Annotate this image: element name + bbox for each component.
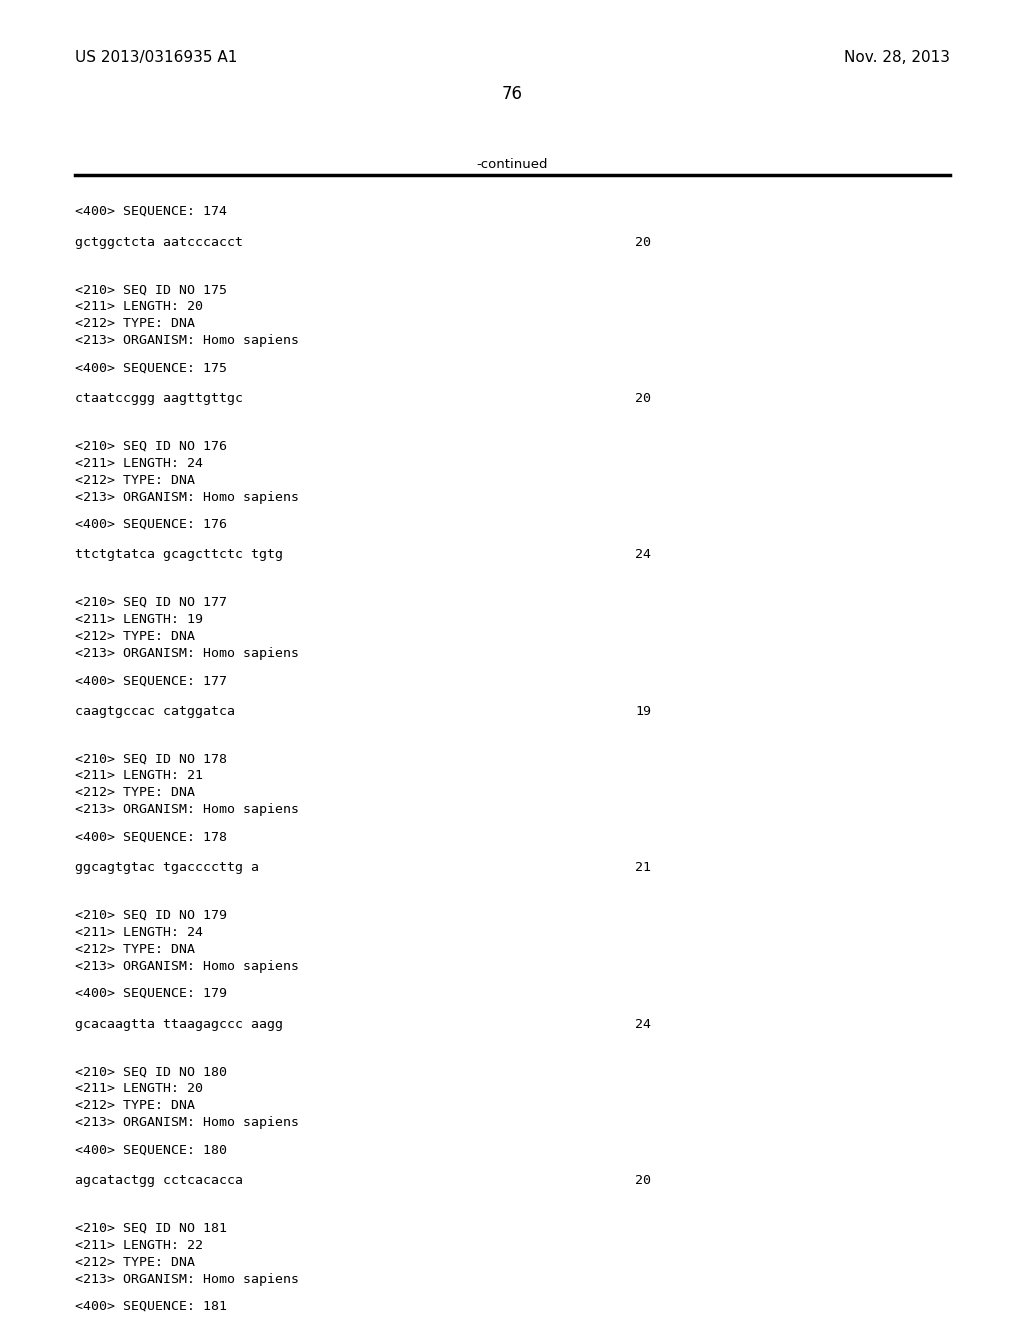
- Text: <211> LENGTH: 24: <211> LENGTH: 24: [75, 457, 203, 470]
- Text: <212> TYPE: DNA: <212> TYPE: DNA: [75, 474, 195, 487]
- Text: 24: 24: [635, 548, 651, 561]
- Text: <400> SEQUENCE: 180: <400> SEQUENCE: 180: [75, 1143, 227, 1156]
- Text: <212> TYPE: DNA: <212> TYPE: DNA: [75, 1255, 195, 1269]
- Text: US 2013/0316935 A1: US 2013/0316935 A1: [75, 50, 238, 65]
- Text: <211> LENGTH: 20: <211> LENGTH: 20: [75, 1082, 203, 1096]
- Text: <211> LENGTH: 21: <211> LENGTH: 21: [75, 770, 203, 783]
- Text: 19: 19: [635, 705, 651, 718]
- Text: ttctgtatca gcagcttctc tgtg: ttctgtatca gcagcttctc tgtg: [75, 548, 283, 561]
- Text: <400> SEQUENCE: 177: <400> SEQUENCE: 177: [75, 675, 227, 688]
- Text: <212> TYPE: DNA: <212> TYPE: DNA: [75, 317, 195, 330]
- Text: 20: 20: [635, 392, 651, 405]
- Text: -continued: -continued: [476, 158, 548, 172]
- Text: <400> SEQUENCE: 178: <400> SEQUENCE: 178: [75, 830, 227, 843]
- Text: <212> TYPE: DNA: <212> TYPE: DNA: [75, 1100, 195, 1113]
- Text: <212> TYPE: DNA: <212> TYPE: DNA: [75, 630, 195, 643]
- Text: <210> SEQ ID NO 175: <210> SEQ ID NO 175: [75, 284, 227, 296]
- Text: agcatactgg cctcacacca: agcatactgg cctcacacca: [75, 1173, 243, 1187]
- Text: <400> SEQUENCE: 179: <400> SEQUENCE: 179: [75, 987, 227, 1001]
- Text: <211> LENGTH: 24: <211> LENGTH: 24: [75, 925, 203, 939]
- Text: caagtgccac catggatca: caagtgccac catggatca: [75, 705, 234, 718]
- Text: <213> ORGANISM: Homo sapiens: <213> ORGANISM: Homo sapiens: [75, 491, 299, 504]
- Text: <210> SEQ ID NO 180: <210> SEQ ID NO 180: [75, 1065, 227, 1078]
- Text: ggcagtgtac tgaccccttg a: ggcagtgtac tgaccccttg a: [75, 861, 259, 874]
- Text: <210> SEQ ID NO 177: <210> SEQ ID NO 177: [75, 597, 227, 609]
- Text: <400> SEQUENCE: 176: <400> SEQUENCE: 176: [75, 517, 227, 531]
- Text: <211> LENGTH: 22: <211> LENGTH: 22: [75, 1238, 203, 1251]
- Text: <211> LENGTH: 19: <211> LENGTH: 19: [75, 612, 203, 626]
- Text: <211> LENGTH: 20: <211> LENGTH: 20: [75, 300, 203, 313]
- Text: 20: 20: [635, 235, 651, 248]
- Text: Nov. 28, 2013: Nov. 28, 2013: [844, 50, 950, 65]
- Text: <400> SEQUENCE: 175: <400> SEQUENCE: 175: [75, 362, 227, 375]
- Text: <213> ORGANISM: Homo sapiens: <213> ORGANISM: Homo sapiens: [75, 960, 299, 973]
- Text: 21: 21: [635, 861, 651, 874]
- Text: 24: 24: [635, 1018, 651, 1031]
- Text: <213> ORGANISM: Homo sapiens: <213> ORGANISM: Homo sapiens: [75, 647, 299, 660]
- Text: <212> TYPE: DNA: <212> TYPE: DNA: [75, 787, 195, 800]
- Text: <210> SEQ ID NO 181: <210> SEQ ID NO 181: [75, 1221, 227, 1234]
- Text: gcacaagtta ttaagagccc aagg: gcacaagtta ttaagagccc aagg: [75, 1018, 283, 1031]
- Text: <213> ORGANISM: Homo sapiens: <213> ORGANISM: Homo sapiens: [75, 1272, 299, 1286]
- Text: <213> ORGANISM: Homo sapiens: <213> ORGANISM: Homo sapiens: [75, 1117, 299, 1129]
- Text: gctggctcta aatcccacct: gctggctcta aatcccacct: [75, 235, 243, 248]
- Text: <212> TYPE: DNA: <212> TYPE: DNA: [75, 942, 195, 956]
- Text: 76: 76: [502, 84, 522, 103]
- Text: <400> SEQUENCE: 174: <400> SEQUENCE: 174: [75, 205, 227, 218]
- Text: <400> SEQUENCE: 181: <400> SEQUENCE: 181: [75, 1300, 227, 1313]
- Text: <210> SEQ ID NO 176: <210> SEQ ID NO 176: [75, 440, 227, 453]
- Text: <213> ORGANISM: Homo sapiens: <213> ORGANISM: Homo sapiens: [75, 804, 299, 816]
- Text: <210> SEQ ID NO 178: <210> SEQ ID NO 178: [75, 752, 227, 766]
- Text: ctaatccggg aagttgttgc: ctaatccggg aagttgttgc: [75, 392, 243, 405]
- Text: <210> SEQ ID NO 179: <210> SEQ ID NO 179: [75, 908, 227, 921]
- Text: <213> ORGANISM: Homo sapiens: <213> ORGANISM: Homo sapiens: [75, 334, 299, 347]
- Text: 20: 20: [635, 1173, 651, 1187]
